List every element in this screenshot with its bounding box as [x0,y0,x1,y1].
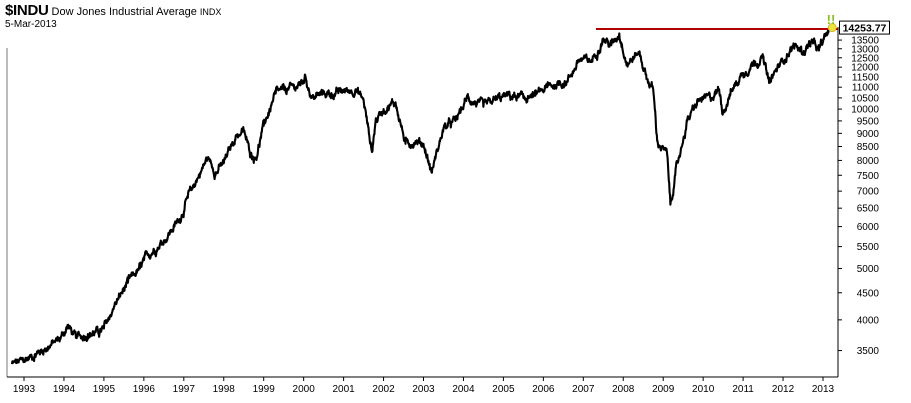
x-tick-label: 2004 [452,384,475,395]
x-tick-label: 1993 [13,384,36,395]
exchange-code: INDX [199,7,222,17]
y-tick-label: 10000 [851,105,879,116]
y-tick-label: 10500 [851,93,879,104]
x-tick-label: 1997 [173,384,196,395]
y-tick-label: 6000 [857,222,880,233]
last-value-marker [827,23,837,32]
x-tick-label: 2013 [812,384,835,395]
y-tick-label: 13500 [851,36,879,47]
x-tick-label: 2005 [492,384,515,395]
index-name: Dow Jones Industrial Average [51,6,197,18]
x-tick-label: 2008 [612,384,635,395]
x-tick-label: 2000 [293,384,316,395]
last-value-label: 14253.77 [843,23,887,35]
y-tick-label: 8000 [857,156,880,167]
y-tick-label: 5000 [857,264,880,275]
y-tick-label: 5500 [857,242,880,253]
alert-marks: !! [827,12,836,27]
x-tick-label: 2003 [412,384,435,395]
marker-layer: 14253.77!! [827,12,890,35]
y-tick-label: 9000 [857,129,880,140]
x-tick-label: 2009 [652,384,675,395]
x-axis: 1993 1994 1995 1996 1997 1998 1999 2000 2001 2002… [13,377,835,395]
x-tick-label: 2012 [772,384,795,395]
x-tick-label: 2010 [692,384,715,395]
x-tick-label: 2001 [332,384,355,395]
x-tick-label: 2002 [372,384,395,395]
y-tick-label: 13000 [851,44,879,55]
x-tick-label: 1998 [213,384,236,395]
plot-frame [6,27,839,378]
price-series-line [10,27,832,365]
x-tick-label: 2011 [732,384,754,395]
x-tick-label: 1999 [253,384,276,395]
chart-date: 5-Mar-2013 [5,19,57,30]
x-tick-label: 1995 [93,384,116,395]
y-tick-label: 12500 [851,53,879,64]
last-value-box [839,20,890,35]
x-tick-label: 2007 [572,384,595,395]
x-tick-label: 2006 [532,384,555,395]
x-tick-label: 1996 [133,384,156,395]
ticker-symbol: $INDU [5,2,49,19]
y-axis: 3500 4000 4500 5000 5500 6000 6500 7000 7500 8000… [838,36,879,357]
price-layer [10,27,832,365]
y-tick-label: 11000 [852,83,880,94]
y-tick-label: 9500 [857,116,880,127]
y-tick-label: 7500 [857,171,880,182]
y-tick-label: 11500 [852,72,880,83]
chart-header: $INDU Dow Jones Industrial Average INDX [5,2,221,20]
y-tick-label: 12000 [851,63,879,74]
y-tick-label: 7000 [857,187,880,198]
y-tick-label: 4500 [857,288,880,299]
y-tick-label: 8500 [857,142,880,153]
x-tick-label: 1994 [53,384,76,395]
y-tick-label: 6500 [857,204,880,215]
y-tick-label: 4000 [857,315,880,326]
y-tick-label: 3500 [857,346,880,357]
